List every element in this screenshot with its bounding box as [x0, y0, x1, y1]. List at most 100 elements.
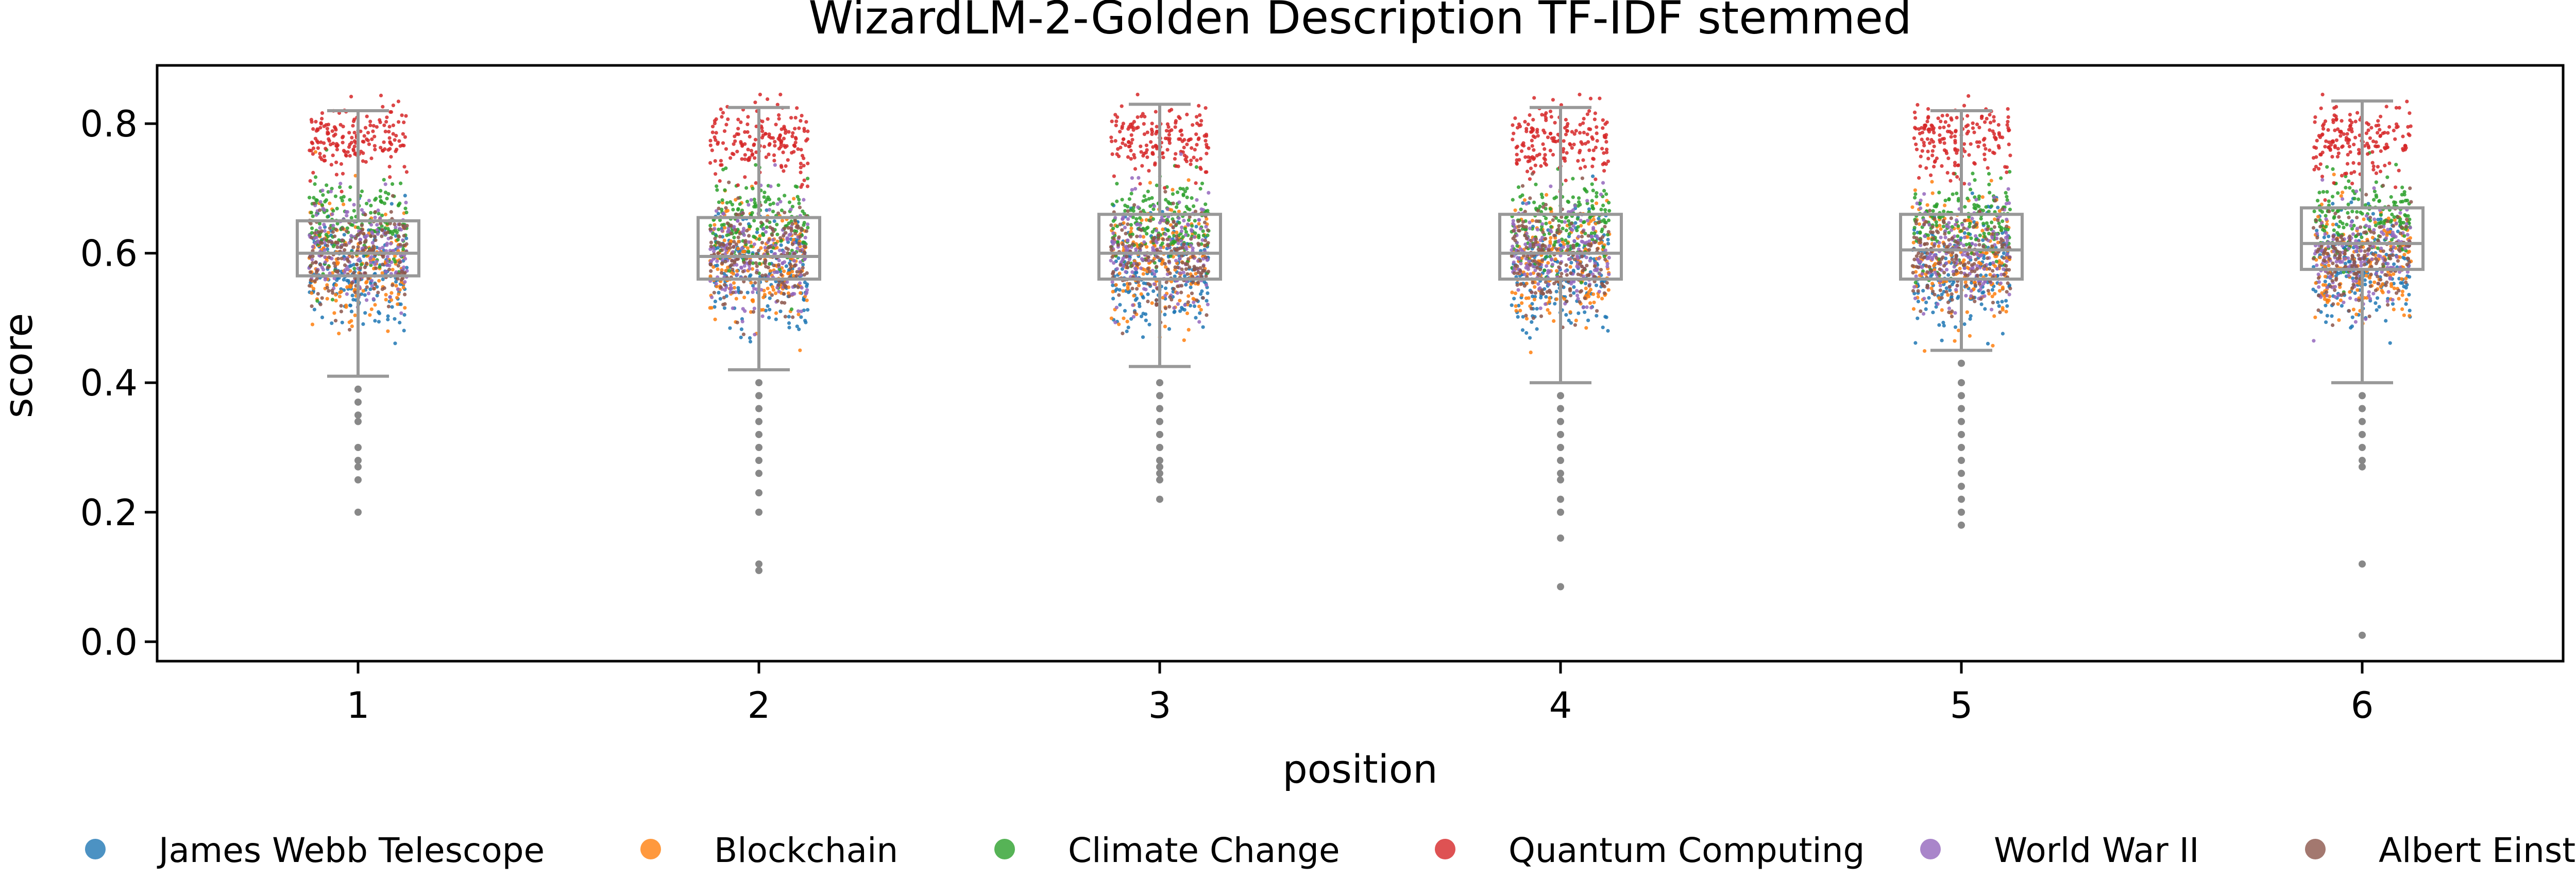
data-point: [310, 291, 314, 295]
data-point: [1927, 130, 1931, 134]
data-point: [1155, 183, 1159, 187]
data-point: [772, 153, 776, 157]
data-point: [1931, 209, 1935, 213]
data-point: [748, 336, 752, 340]
data-point: [1535, 228, 1540, 232]
data-point: [1565, 151, 1569, 155]
data-point: [1937, 240, 1941, 245]
data-point: [1178, 271, 1182, 275]
data-point: [1924, 307, 1928, 312]
data-point: [726, 227, 731, 231]
data-point: [1186, 300, 1190, 304]
data-point: [718, 179, 722, 183]
data-point: [1192, 267, 1196, 271]
data-point: [1518, 308, 1522, 313]
data-point: [782, 136, 786, 141]
data-point: [1117, 293, 1121, 297]
data-point: [769, 184, 773, 188]
data-point: [349, 239, 353, 243]
data-point: [350, 255, 354, 259]
data-point: [768, 225, 772, 230]
data-point: [1943, 120, 1947, 124]
data-point: [317, 230, 321, 234]
data-point: [1581, 230, 1585, 234]
data-point: [1183, 233, 1188, 237]
data-point: [1575, 228, 1579, 233]
data-point: [2004, 191, 2008, 195]
data-point: [322, 222, 326, 227]
data-point: [1955, 151, 1959, 155]
data-point: [2001, 285, 2005, 289]
data-point: [1124, 245, 1128, 249]
data-point: [333, 319, 338, 323]
data-point: [313, 231, 317, 235]
data-point: [1933, 262, 1937, 266]
data-point: [1578, 131, 1582, 135]
data-point: [1983, 307, 1987, 311]
data-point: [383, 182, 387, 186]
data-point: [1922, 297, 1926, 301]
data-point: [778, 200, 783, 204]
data-point: [362, 140, 366, 144]
data-point: [766, 304, 770, 308]
data-point: [311, 152, 315, 156]
data-point: [779, 142, 783, 146]
data-point: [388, 221, 392, 226]
data-point: [1551, 152, 1555, 157]
data-point: [1205, 143, 1209, 147]
data-point: [334, 283, 338, 287]
data-point: [388, 140, 392, 144]
data-point: [1201, 264, 1206, 268]
data-point: [1591, 292, 1596, 296]
data-point: [737, 213, 741, 217]
data-point: [1517, 225, 1521, 229]
data-point: [383, 212, 388, 217]
data-point: [318, 200, 323, 204]
data-point: [1206, 269, 1211, 273]
data-point: [1998, 240, 2003, 245]
data-point: [774, 317, 778, 321]
data-point: [393, 260, 397, 264]
data-point: [330, 321, 334, 325]
data-point: [1965, 227, 1969, 231]
data-point: [717, 290, 721, 295]
data-point: [381, 246, 385, 250]
data-point: [1935, 202, 1939, 206]
data-point: [1585, 199, 1589, 203]
data-point: [738, 232, 742, 236]
data-point: [319, 229, 324, 233]
data-point: [1183, 303, 1187, 307]
data-point: [331, 244, 335, 248]
data-point: [1544, 280, 1548, 284]
data-point: [318, 302, 323, 306]
data-point: [335, 221, 340, 226]
data-point: [1581, 305, 1585, 309]
data-point: [1149, 140, 1153, 144]
data-point: [717, 228, 721, 232]
data-point: [724, 147, 728, 151]
data-point: [1599, 208, 1603, 212]
data-point: [735, 149, 739, 153]
data-point: [403, 306, 407, 310]
data-point: [765, 250, 769, 254]
data-point: [1930, 124, 1935, 128]
data-point: [2004, 299, 2008, 303]
data-point: [1520, 293, 1524, 298]
data-point: [391, 182, 395, 186]
data-point: [1191, 297, 1195, 301]
data-point: [1573, 203, 1577, 208]
data-point: [1544, 237, 1548, 241]
data-point: [796, 313, 801, 317]
data-point: [1163, 313, 1167, 317]
data-point: [1518, 125, 1522, 129]
data-point: [320, 188, 325, 193]
data-point: [1142, 240, 1146, 244]
data-point: [1965, 310, 1969, 314]
data-point: [1945, 129, 1950, 133]
data-point: [1602, 169, 1606, 173]
data-point: [1151, 259, 1155, 263]
data-point: [1151, 239, 1155, 243]
data-point: [1527, 146, 1531, 150]
data-point: [720, 163, 724, 167]
data-point: [793, 116, 798, 120]
